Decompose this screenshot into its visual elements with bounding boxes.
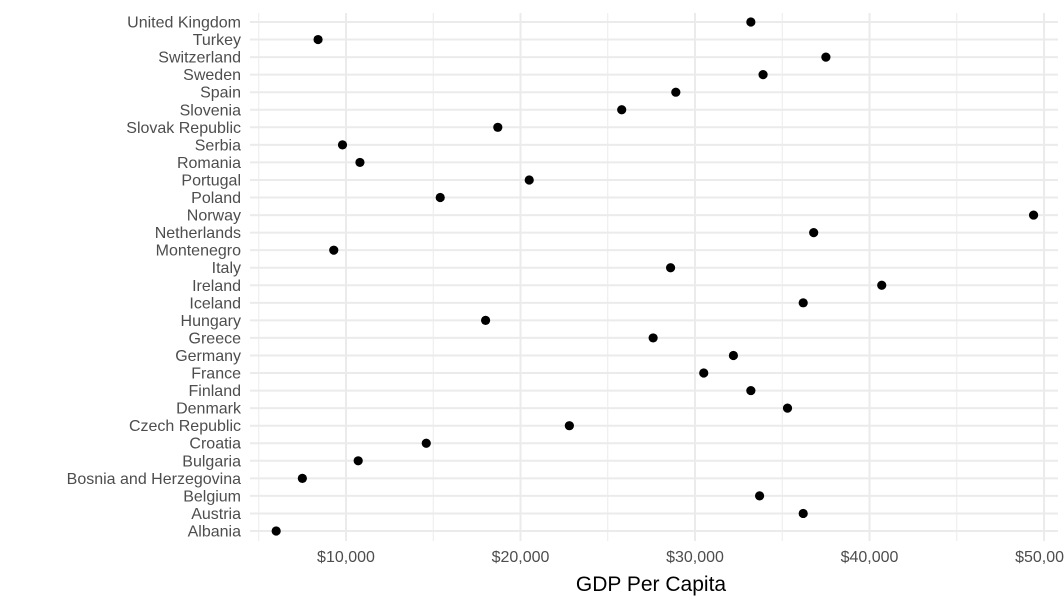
data-point — [746, 385, 756, 396]
data-point — [355, 157, 365, 168]
data-point — [337, 140, 348, 150]
category-label: Netherlands — [155, 225, 241, 242]
data-point — [728, 350, 739, 361]
data-point — [821, 52, 831, 62]
x-tick-label: $30,000 — [666, 549, 724, 566]
data-point — [758, 70, 768, 80]
data-point — [297, 473, 307, 483]
data-point — [564, 421, 574, 431]
category-label: Greece — [189, 330, 242, 347]
category-label: Sweden — [183, 67, 241, 84]
category-label: Hungary — [181, 313, 241, 330]
category-label: Croatia — [189, 436, 241, 453]
data-point — [798, 298, 808, 308]
category-label: France — [191, 366, 241, 383]
data-point — [353, 456, 363, 466]
category-label: Germany — [175, 348, 241, 365]
category-label: Poland — [191, 190, 241, 207]
data-point — [877, 280, 887, 290]
category-label: Romania — [177, 155, 241, 172]
category-label: Slovak Republic — [126, 120, 241, 137]
x-tick-label: $20,000 — [492, 549, 550, 566]
category-label: Czech Republic — [129, 418, 241, 435]
data-point — [809, 228, 819, 238]
data-point — [617, 105, 627, 115]
data-point — [754, 491, 765, 501]
data-point — [1028, 210, 1039, 220]
data-point — [421, 438, 431, 448]
data-point — [524, 175, 534, 185]
data-point — [435, 192, 445, 203]
category-label: Belgium — [183, 488, 241, 505]
category-label: Bulgaria — [182, 453, 241, 470]
data-point — [746, 17, 756, 27]
category-label: Turkey — [193, 32, 241, 49]
category-label: Slovenia — [180, 102, 241, 119]
category-label: Switzerland — [158, 50, 241, 67]
x-axis-tick-labels: $10,000 $20,000 $30,000 $40,000 $50,000 — [317, 549, 1064, 566]
category-label: Serbia — [195, 137, 241, 154]
data-points — [271, 17, 1039, 536]
data-point — [329, 245, 339, 255]
category-label: Albania — [188, 524, 241, 541]
x-tick-label: $10,000 — [317, 549, 375, 566]
data-point — [313, 34, 323, 45]
category-label: United Kingdom — [127, 15, 241, 32]
category-label: Bosnia and Herzegovina — [67, 471, 241, 488]
category-label: Italy — [212, 260, 241, 277]
data-point — [798, 508, 808, 519]
category-label: Finland — [189, 383, 241, 400]
data-point — [671, 87, 681, 97]
category-label: Austria — [191, 506, 241, 523]
data-point — [271, 526, 281, 536]
category-label: Denmark — [176, 401, 242, 418]
category-label: Spain — [200, 85, 241, 102]
x-tick-label: $40,000 — [841, 549, 899, 566]
category-label: Ireland — [192, 278, 241, 295]
x-axis-title: GDP Per Capita — [576, 573, 726, 596]
data-point — [782, 403, 793, 413]
grid-lines — [250, 13, 1058, 541]
data-point — [493, 122, 503, 132]
data-point — [480, 315, 491, 325]
x-tick-label: $50,000 — [1015, 549, 1064, 566]
category-label: Montenegro — [156, 243, 241, 260]
category-label: Iceland — [189, 295, 241, 312]
data-point — [665, 263, 676, 273]
data-point — [699, 368, 709, 378]
category-label: Portugal — [181, 172, 241, 189]
data-point — [648, 333, 658, 343]
category-label: Norway — [187, 208, 241, 225]
